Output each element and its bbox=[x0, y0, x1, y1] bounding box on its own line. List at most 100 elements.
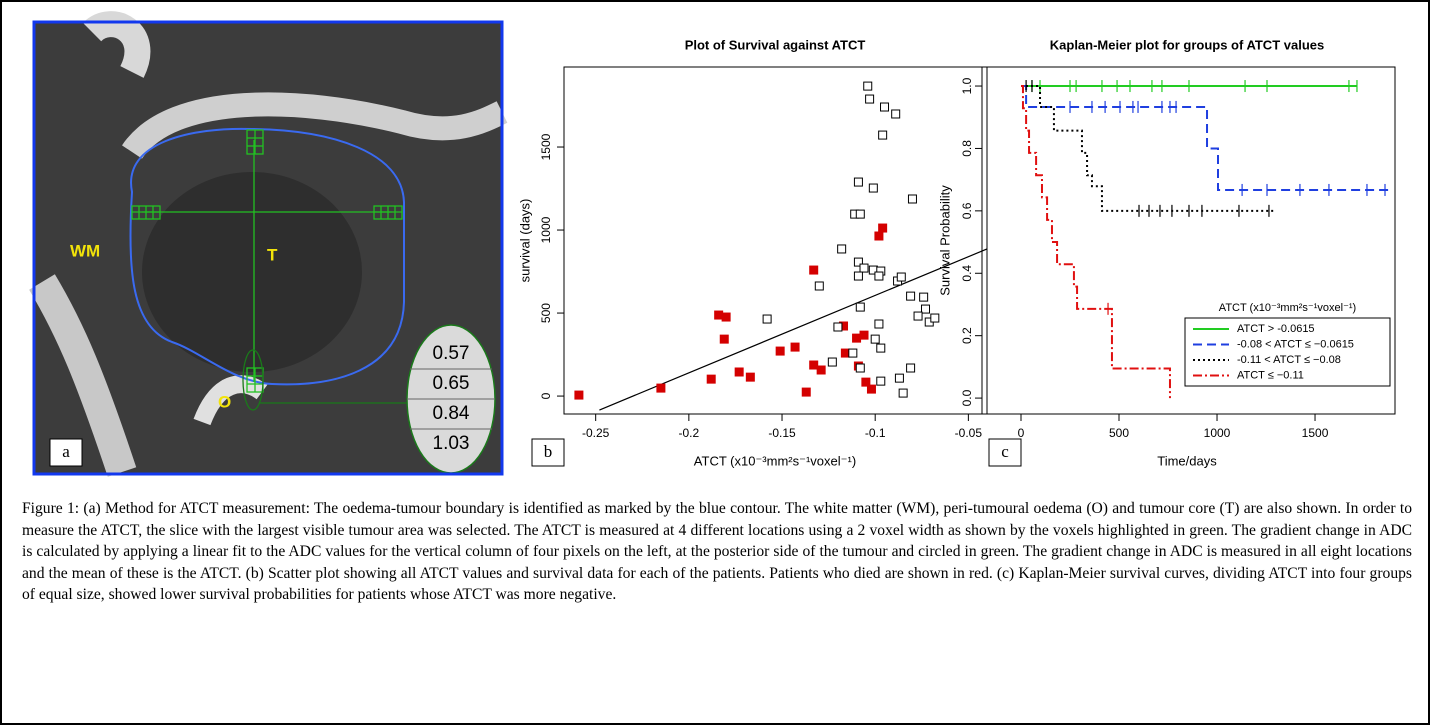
point bbox=[746, 373, 754, 381]
y-tick-label: 0.2 bbox=[960, 327, 974, 344]
point bbox=[853, 334, 861, 342]
x-tick-label: -0.1 bbox=[865, 426, 886, 440]
x-axis-label: Time/days bbox=[1157, 453, 1217, 468]
x-tick-label: 500 bbox=[1109, 426, 1129, 440]
x-axis-label: ATCT (x10⁻³mm²s⁻¹voxel⁻¹) bbox=[694, 453, 856, 468]
point bbox=[922, 305, 930, 313]
point bbox=[815, 282, 823, 290]
point bbox=[871, 335, 879, 343]
point bbox=[849, 349, 857, 357]
point bbox=[931, 314, 939, 322]
adc-value: 0.65 bbox=[433, 373, 470, 394]
y-tick-label: 0.4 bbox=[960, 265, 974, 282]
point bbox=[776, 347, 784, 355]
panel-label: c bbox=[1001, 442, 1009, 461]
legend-label: -0.08 < ATCT ≤ −0.0615 bbox=[1237, 338, 1354, 350]
adc-value: 0.84 bbox=[433, 403, 470, 424]
x-tick-label: -0.2 bbox=[679, 426, 700, 440]
x-tick-label: 0 bbox=[1018, 426, 1025, 440]
point bbox=[867, 385, 875, 393]
point bbox=[856, 364, 864, 372]
tumour bbox=[142, 172, 362, 372]
point bbox=[763, 315, 771, 323]
region-label: O bbox=[218, 392, 231, 411]
point bbox=[722, 313, 730, 321]
point bbox=[875, 272, 883, 280]
survival-curve bbox=[1021, 86, 1170, 398]
x-tick-label: -0.15 bbox=[768, 426, 796, 440]
point bbox=[877, 344, 885, 352]
point bbox=[856, 303, 864, 311]
point bbox=[854, 178, 862, 186]
point bbox=[908, 195, 916, 203]
point bbox=[856, 210, 864, 218]
point bbox=[869, 184, 877, 192]
mri-panel: 0.570.650.841.03 WM T O a bbox=[34, 22, 502, 474]
survival-curve bbox=[1021, 86, 1276, 211]
point bbox=[817, 366, 825, 374]
point bbox=[907, 292, 915, 300]
plot-area bbox=[564, 67, 987, 414]
caption: Figure 1: (a) Method for ATCT measuremen… bbox=[22, 498, 1412, 606]
region-label: WM bbox=[70, 241, 100, 260]
point bbox=[810, 361, 818, 369]
point bbox=[715, 311, 723, 319]
y-tick-label: 0.6 bbox=[960, 202, 974, 219]
point bbox=[879, 224, 887, 232]
point bbox=[810, 266, 818, 274]
x-tick-label: 1500 bbox=[1302, 426, 1329, 440]
point bbox=[877, 377, 885, 385]
y-tick-label: 0.0 bbox=[960, 389, 974, 406]
scatter-chart: Plot of Survival against ATCT -0.25 -0.2 -0… bbox=[517, 37, 987, 468]
y-tick-label: 1500 bbox=[539, 133, 553, 160]
legend-title: ATCT (x10⁻³mm²s⁻¹voxel⁻¹) bbox=[1219, 302, 1356, 314]
page: 0.570.650.841.03 WM T O a Plot of Surviv… bbox=[0, 0, 1430, 725]
point bbox=[866, 95, 874, 103]
survival-curve bbox=[1021, 86, 1392, 190]
point bbox=[899, 389, 907, 397]
step-chart: Kaplan-Meier plot for groups of ATCT val… bbox=[937, 37, 1395, 468]
figure: 0.570.650.841.03 WM T O a Plot of Surviv… bbox=[2, 2, 1428, 492]
point bbox=[875, 320, 883, 328]
legend-label: ATCT > -0.0615 bbox=[1237, 323, 1315, 335]
point bbox=[828, 358, 836, 366]
panel-label: a bbox=[62, 442, 70, 461]
point bbox=[834, 323, 842, 331]
point bbox=[879, 131, 887, 139]
y-tick-label: 500 bbox=[539, 303, 553, 323]
adc-value: 1.03 bbox=[433, 433, 470, 454]
legend-label: ATCT ≤ −0.11 bbox=[1237, 369, 1304, 381]
point bbox=[864, 82, 872, 90]
y-tick-label: 1.0 bbox=[960, 77, 974, 94]
chart-title: Kaplan-Meier plot for groups of ATCT val… bbox=[1050, 37, 1324, 52]
point bbox=[895, 374, 903, 382]
adc-value: 0.57 bbox=[433, 343, 470, 364]
point bbox=[875, 232, 883, 240]
point bbox=[860, 331, 868, 339]
x-tick-label: -0.25 bbox=[582, 426, 610, 440]
point bbox=[854, 272, 862, 280]
point bbox=[897, 273, 905, 281]
point bbox=[802, 388, 810, 396]
legend-label: -0.11 < ATCT ≤ −0.08 bbox=[1237, 354, 1341, 366]
point bbox=[791, 343, 799, 351]
x-tick-label: -0.05 bbox=[955, 426, 983, 440]
chart-title: Plot of Survival against ATCT bbox=[685, 37, 866, 52]
x-tick-label: 1000 bbox=[1204, 426, 1231, 440]
point bbox=[735, 368, 743, 376]
point bbox=[920, 293, 928, 301]
legend: ATCT (x10⁻³mm²s⁻¹voxel⁻¹) ATCT > -0.0615 -… bbox=[1185, 302, 1390, 386]
point bbox=[575, 391, 583, 399]
y-tick-label: 0 bbox=[539, 392, 553, 399]
point bbox=[838, 245, 846, 253]
panel-label: b bbox=[544, 442, 553, 461]
point bbox=[707, 375, 715, 383]
y-axis-label: Survival Probability bbox=[937, 185, 952, 296]
point bbox=[720, 335, 728, 343]
data-layer bbox=[575, 82, 987, 410]
point bbox=[657, 384, 665, 392]
point bbox=[914, 312, 922, 320]
point bbox=[881, 103, 889, 111]
point bbox=[860, 264, 868, 272]
point bbox=[892, 110, 900, 118]
